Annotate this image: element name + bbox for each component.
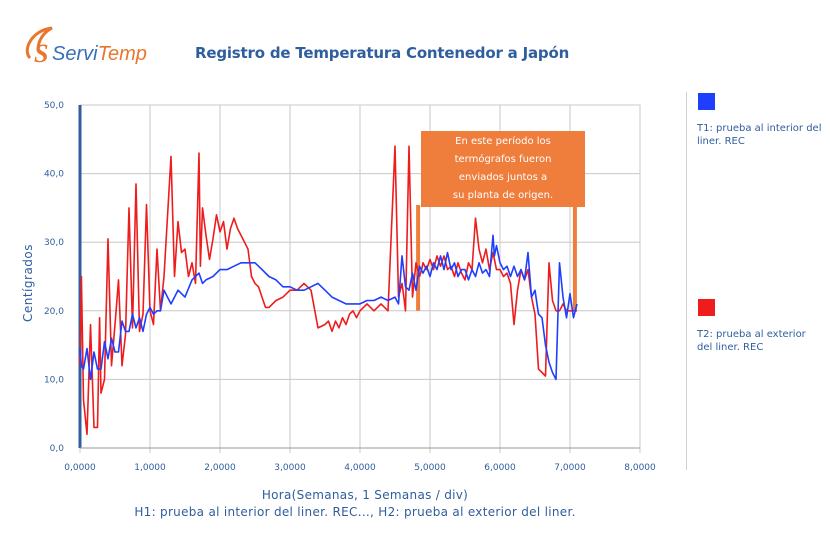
x-tick-label: 3,0000 bbox=[274, 463, 306, 473]
series-layer bbox=[79, 145, 578, 436]
x-tick-label: 7,0000 bbox=[554, 463, 586, 473]
x-tick-label: 6,0000 bbox=[484, 463, 516, 473]
x-tick-label: 8,0000 bbox=[624, 463, 656, 473]
y-tick-label: 50,0 bbox=[44, 101, 64, 111]
servitemp-logo: S ServiTemp bbox=[25, 26, 147, 68]
annotation-box: En este período los termógrafos fueron e… bbox=[421, 131, 585, 207]
legend-swatch-t2 bbox=[698, 299, 715, 316]
logo-text-rest: ServiTemp bbox=[52, 43, 147, 65]
series-line-t1 bbox=[79, 234, 578, 381]
logo-swoosh bbox=[25, 26, 53, 60]
x-tick-label: 1,0000 bbox=[134, 463, 166, 473]
axis-layer bbox=[78, 105, 640, 449]
y-tick-label: 40,0 bbox=[44, 170, 64, 180]
x-tick-label: 4,0000 bbox=[344, 463, 376, 473]
logo-text-main: S bbox=[34, 39, 48, 68]
legend-divider bbox=[686, 92, 687, 470]
legend-label-t2: T2: prueba al exterior del liner. REC bbox=[697, 329, 806, 353]
legend-label-t1: T1: prueba al interior del liner. REC bbox=[697, 123, 822, 147]
tick-label-layer: 0,0 10,0 20,0 30,0 40,0 50,0 0,0000 1,0000 2,000… bbox=[44, 101, 656, 473]
y-axis-label: Centígrados bbox=[21, 243, 35, 323]
x-tick-label: 2,0000 bbox=[204, 463, 236, 473]
chart-title: Registro de Temperatura Contenedor a Jap… bbox=[195, 44, 570, 62]
x-axis-sublabel: H1: prueba al interior del liner. REC...… bbox=[134, 505, 576, 519]
x-axis-label: Hora(Semanas, 1 Semanas / div) bbox=[261, 488, 469, 502]
y-tick-label: 20,0 bbox=[44, 307, 64, 317]
legend-swatch-t1 bbox=[698, 93, 715, 110]
y-tick-label: 10,0 bbox=[44, 375, 64, 385]
y-tick-label: 30,0 bbox=[44, 238, 64, 248]
series-line-t2 bbox=[79, 145, 577, 436]
x-tick-label: 0,0000 bbox=[64, 463, 96, 473]
y-tick-label: 0,0 bbox=[50, 444, 65, 454]
x-tick-label: 5,0000 bbox=[414, 463, 446, 473]
